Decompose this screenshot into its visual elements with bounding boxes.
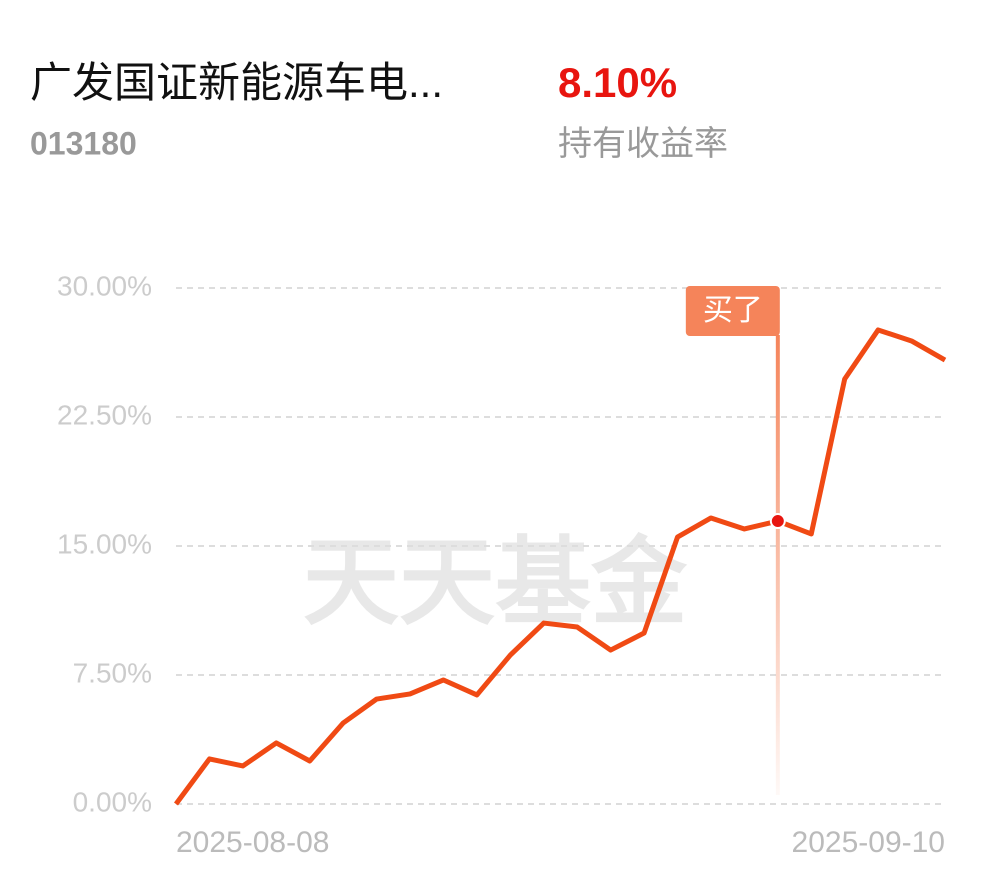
y-tick-label: 7.50%	[73, 657, 152, 688]
y-tick-label: 0.00%	[73, 786, 152, 817]
return-value: 8.10%	[558, 59, 677, 106]
fund-title: 广发国证新能源车电...	[30, 59, 443, 106]
buy-tag-label: 买了	[703, 294, 763, 327]
data-line	[173, 327, 947, 806]
return-label: 持有收益率	[558, 125, 728, 163]
fund-code: 013180	[30, 125, 137, 161]
y-tick-label: 30.00%	[57, 270, 152, 301]
x-tick-label: 2025-09-10	[792, 826, 945, 859]
x-tick-label: 2025-08-08	[176, 826, 329, 859]
buy-point	[769, 513, 786, 530]
y-tick-label: 15.00%	[57, 528, 152, 559]
buy-tag	[685, 286, 780, 336]
buy-marker-line	[775, 335, 780, 795]
watermark: 天天基金	[303, 529, 688, 636]
y-tick-label: 22.50%	[57, 399, 152, 430]
